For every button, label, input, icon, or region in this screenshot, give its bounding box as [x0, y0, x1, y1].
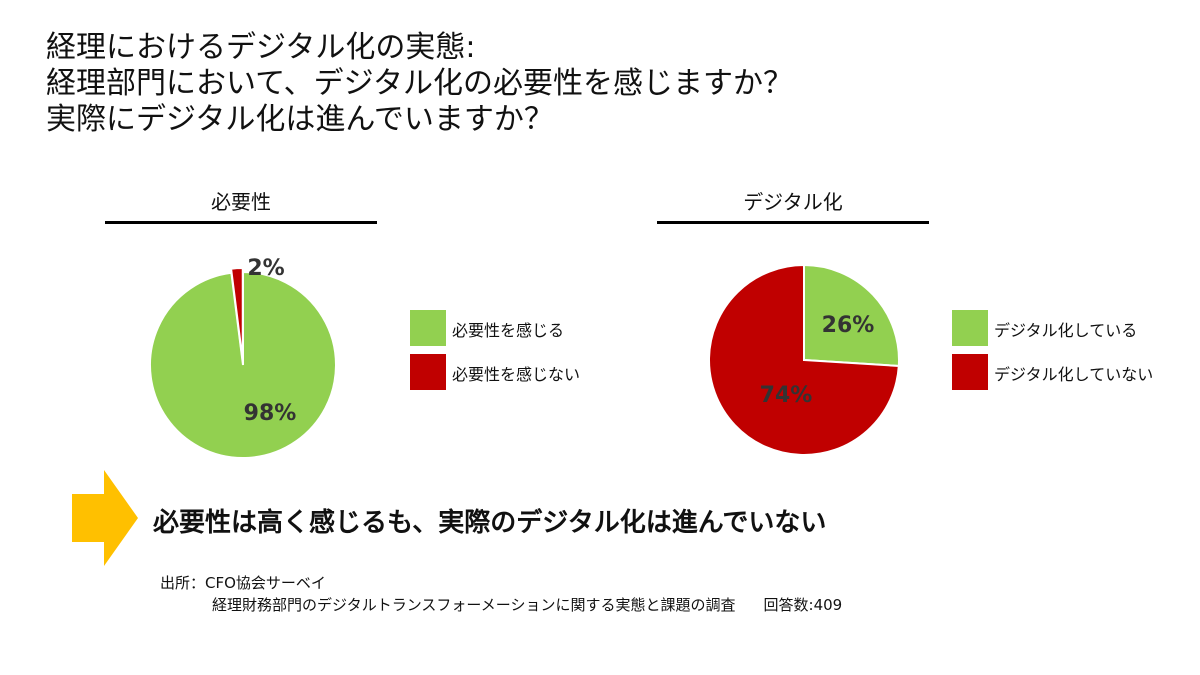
pie-data-label: 26%: [822, 313, 875, 338]
pie-data-label: 2%: [247, 256, 284, 281]
chart-title-digitalization: デジタル化: [743, 190, 843, 214]
response-count: 回答数:409: [763, 596, 843, 614]
conclusion-text: 必要性は高く感じるも、実際のデジタル化は進んでいない: [153, 508, 827, 538]
legend-swatch: [410, 354, 446, 390]
chart-title-underline: [105, 221, 377, 224]
chart-title-underline: [657, 221, 929, 224]
pie-slice: [708, 263, 900, 456]
pie-chart-necessity: 98% 2%: [149, 256, 337, 459]
pie-chart-digitalization: 26% 74%: [708, 263, 900, 456]
legend-label: デジタル化していない: [994, 365, 1154, 384]
source-detail-row: 経理財務部門のデジタルトランスフォーメーションに関する実態と課題の調査 回答数:4…: [160, 594, 842, 616]
legend-swatch: [410, 310, 446, 346]
pie-slice: [149, 270, 337, 459]
page-title: 経理におけるデジタル化の実態: 経理部門において、デジタル化の必要性を感じますか…: [46, 30, 1146, 138]
source-note: 出所：CFO協会サーベイ 経理財務部門のデジタルトランスフォーメーションに関する…: [160, 572, 842, 616]
title-line-1: 経理におけるデジタル化の実態:: [46, 30, 476, 65]
chart-title-necessity: 必要性: [211, 190, 271, 214]
pie-slice: [803, 263, 900, 368]
legend-label: 必要性を感じない: [452, 365, 581, 384]
title-line-3: 実際にデジタル化は進んでいますか？: [46, 102, 554, 137]
title-line-2: 経理部門において、デジタル化の必要性を感じますか？: [46, 66, 793, 101]
source-label: 出所：CFO協会サーベイ: [160, 574, 326, 592]
source-detail: 経理財務部門のデジタルトランスフォーメーションに関する実態と課題の調査: [212, 596, 736, 614]
legend-swatch: [952, 310, 988, 346]
pie-data-label: 74%: [760, 383, 813, 408]
legend-swatch: [952, 354, 988, 390]
chevron-right-arrow-icon: [72, 470, 138, 566]
pie-slice: [229, 267, 244, 362]
pie-data-label: 98%: [244, 401, 297, 426]
legend-label: 必要性を感じる: [452, 321, 565, 340]
legend-label: デジタル化している: [994, 321, 1138, 340]
